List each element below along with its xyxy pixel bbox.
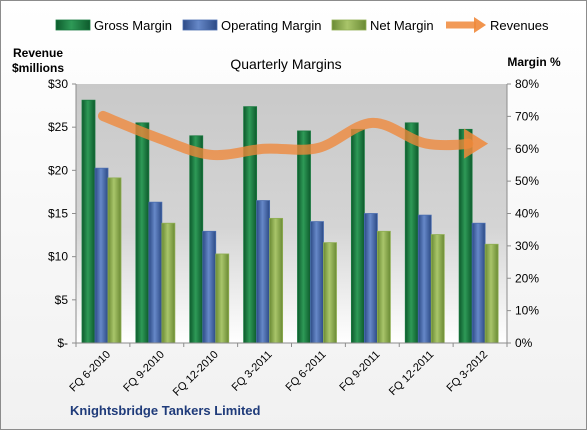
bar-operating-margin-fq-12-2011 bbox=[417, 214, 432, 344]
bar-net-margin-fq-9-2010 bbox=[161, 222, 176, 344]
left-tick-label: $15 bbox=[48, 207, 68, 221]
bar-net-margin-fq-12-2011 bbox=[430, 234, 445, 344]
left-tick-label: $10 bbox=[48, 250, 68, 264]
legend: Gross Margin Operating Margin Net Margin Re… bbox=[55, 17, 549, 33]
legend-swatch-operating-margin bbox=[182, 19, 218, 31]
right-axis-title: Margin % bbox=[507, 55, 561, 69]
left-tick-label: $25 bbox=[48, 120, 68, 134]
bar-net-margin-fq-3-2011 bbox=[269, 217, 284, 344]
right-tick-label: 0% bbox=[515, 336, 533, 350]
bar-gross-margin-fq-9-2011 bbox=[350, 128, 365, 344]
bar-operating-margin-fq-9-2010 bbox=[148, 201, 163, 344]
legend-label-revenues: Revenues bbox=[490, 18, 549, 33]
bars-layer bbox=[81, 99, 499, 344]
left-axis-title-line-1: Revenue bbox=[13, 46, 63, 60]
right-tick-label: 20% bbox=[515, 271, 539, 285]
bar-operating-margin-fq-6-2011 bbox=[310, 221, 324, 344]
bar-net-margin-fq-3-2012 bbox=[484, 243, 499, 344]
bar-net-margin-fq-6-2010 bbox=[107, 177, 122, 344]
legend-swatch-net-margin bbox=[331, 19, 367, 31]
right-tick-label: 50% bbox=[515, 174, 539, 188]
left-axis-title-line-2: $millions bbox=[12, 61, 64, 75]
bar-gross-margin-fq-12-2011 bbox=[404, 122, 419, 344]
bar-gross-margin-fq-6-2010 bbox=[81, 99, 96, 344]
bar-net-margin-fq-12-2010 bbox=[215, 253, 230, 344]
bar-net-margin-fq-6-2011 bbox=[323, 242, 337, 344]
bar-net-margin-fq-9-2011 bbox=[376, 230, 391, 344]
line-revenues bbox=[97, 110, 474, 161]
legend-label-net-margin: Net Margin bbox=[370, 18, 434, 33]
right-tick-label: 80% bbox=[515, 77, 539, 91]
bar-operating-margin-fq-12-2010 bbox=[202, 230, 217, 344]
bar-gross-margin-fq-3-2012 bbox=[458, 128, 473, 344]
right-tick-label: 70% bbox=[515, 109, 539, 123]
bar-operating-margin-fq-6-2010 bbox=[94, 167, 109, 344]
legend-arrow-revenues bbox=[474, 17, 486, 33]
bar-gross-margin-fq-6-2011 bbox=[297, 130, 311, 344]
revenue-line-layer bbox=[97, 110, 489, 161]
right-tick-label: 60% bbox=[515, 142, 539, 156]
right-axis-ticks: 0% 10% 20% 30% 40% 50% 60% 70% 80% bbox=[507, 77, 539, 350]
right-tick-label: 40% bbox=[515, 207, 539, 221]
right-tick-label: 10% bbox=[515, 304, 539, 318]
company-name: Knightsbridge Tankers Limited bbox=[70, 403, 261, 418]
legend-label-operating-margin: Operating Margin bbox=[221, 18, 321, 33]
line-revenues-arrowhead bbox=[464, 128, 489, 159]
bar-gross-margin-fq-3-2011 bbox=[243, 106, 258, 344]
bar-operating-margin-fq-9-2011 bbox=[363, 213, 378, 344]
left-tick-label: $- bbox=[57, 336, 68, 350]
bar-operating-margin-fq-3-2011 bbox=[256, 200, 271, 344]
bar-gross-margin-fq-9-2010 bbox=[135, 122, 150, 344]
left-axis-ticks: $- $5 $10 $15 $20 $25 $30 bbox=[48, 77, 76, 350]
chart-title: Quarterly Margins bbox=[230, 56, 341, 72]
left-tick-label: $5 bbox=[55, 293, 69, 307]
legend-swatch-gross-margin bbox=[55, 19, 91, 31]
left-tick-label: $30 bbox=[48, 77, 68, 91]
legend-label-gross-margin: Gross Margin bbox=[94, 18, 172, 33]
left-tick-label: $20 bbox=[48, 163, 68, 177]
bar-operating-margin-fq-3-2012 bbox=[471, 222, 486, 344]
bar-gross-margin-fq-12-2010 bbox=[189, 135, 204, 344]
right-tick-label: 30% bbox=[515, 239, 539, 253]
